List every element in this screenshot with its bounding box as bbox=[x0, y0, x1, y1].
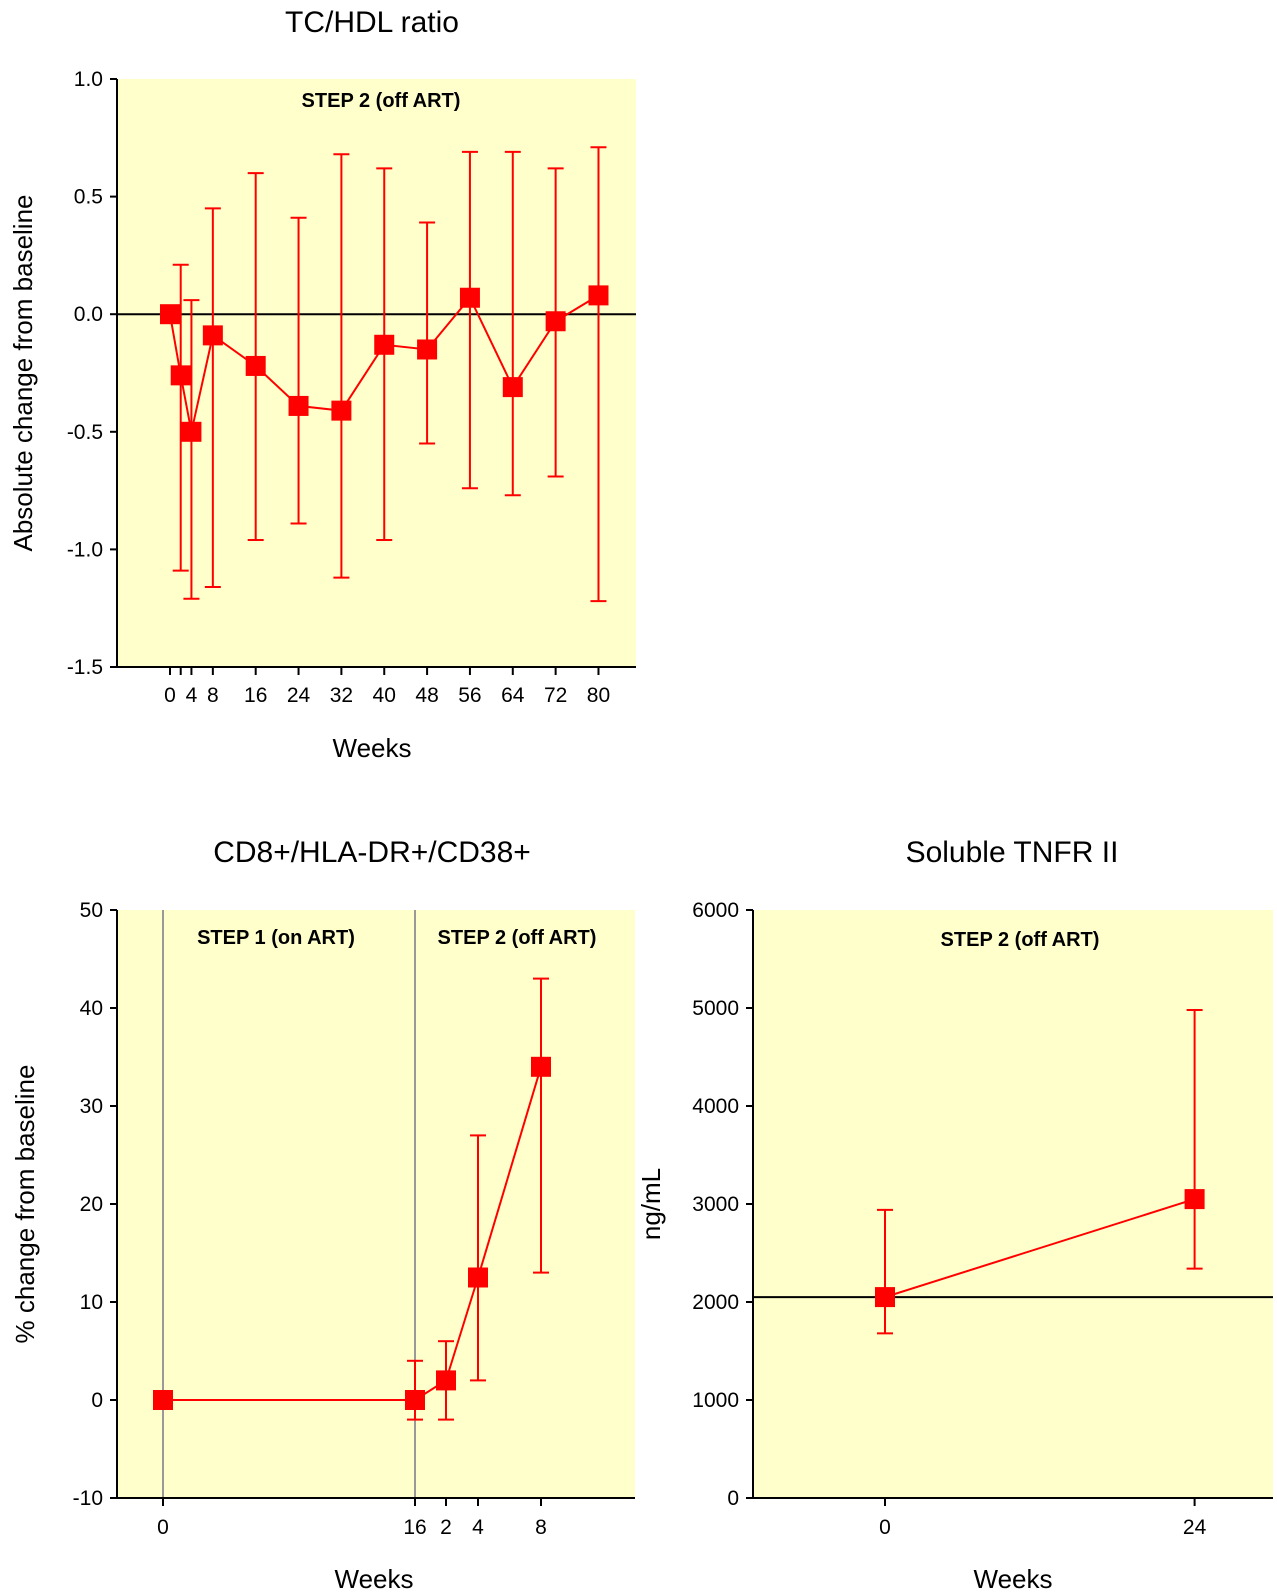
y-axis-label: % change from baseline bbox=[10, 1065, 40, 1344]
y-tick-label: 20 bbox=[80, 1193, 103, 1216]
data-point bbox=[468, 1267, 488, 1288]
x-axis-label: Weeks bbox=[974, 1564, 1053, 1592]
y-tick-label: 0.5 bbox=[74, 186, 103, 209]
x-tick-label: 2 bbox=[440, 1516, 452, 1539]
data-point bbox=[436, 1370, 456, 1391]
step-annotation: STEP 2 (off ART) bbox=[941, 929, 1100, 951]
x-tick-label: 8 bbox=[535, 1516, 547, 1539]
data-point bbox=[875, 1287, 895, 1308]
chart-tnfr: Soluble TNFR II STEP 2 (off ART) 6000 500… bbox=[636, 836, 1273, 1592]
data-point bbox=[502, 377, 523, 398]
x-axis-label: Weeks bbox=[333, 733, 412, 763]
x-tick-label: 56 bbox=[458, 684, 481, 707]
data-point bbox=[331, 400, 352, 421]
x-tick-label: 16 bbox=[244, 684, 267, 707]
y-tick-label: 2000 bbox=[692, 1291, 739, 1314]
data-point bbox=[531, 1056, 551, 1077]
plot-layer: 50 40 30 20 10 0 -10 0 16 2 4 8 bbox=[73, 899, 551, 1539]
y-tick-label: 30 bbox=[80, 1095, 103, 1118]
x-tick-label: 8 bbox=[207, 684, 219, 707]
x-tick-label: 40 bbox=[373, 684, 396, 707]
data-point bbox=[153, 1390, 173, 1410]
x-tick-label: 64 bbox=[501, 684, 525, 707]
series-line bbox=[884, 1198, 1195, 1299]
data-point bbox=[288, 395, 309, 416]
data-point bbox=[202, 325, 223, 346]
chart-title: TC/HDL ratio bbox=[285, 6, 459, 39]
chart-title: CD8+/HLA-DR+/CD38+ bbox=[213, 836, 531, 869]
x-axis-label: Weeks bbox=[335, 1564, 414, 1592]
x-tick-label: 4 bbox=[472, 1516, 484, 1539]
plot-layer: 6000 5000 4000 3000 2000 1000 0 0 24 bbox=[692, 899, 1273, 1539]
step2-annotation: STEP 2 (off ART) bbox=[438, 927, 597, 949]
data-point bbox=[245, 355, 266, 376]
y-tick-label: 50 bbox=[80, 899, 103, 922]
y-tick-label: 3000 bbox=[692, 1193, 739, 1216]
plot-area bbox=[117, 79, 636, 667]
y-tick-label: -1.0 bbox=[67, 538, 103, 561]
x-tick-label: 16 bbox=[403, 1516, 426, 1539]
x-tick-label: 24 bbox=[1183, 1516, 1207, 1539]
y-tick-label: 40 bbox=[80, 997, 103, 1020]
data-point bbox=[374, 334, 395, 355]
data-point bbox=[459, 287, 480, 308]
chart-title: Soluble TNFR II bbox=[906, 836, 1119, 869]
plot-layer: 1.00.50.0-0.5-1.0-1.50 4 8 16 24 32 40 48 56 64 72… bbox=[67, 68, 636, 707]
data-point bbox=[545, 311, 566, 332]
y-tick-label: -1.5 bbox=[67, 656, 103, 679]
y-axis-label: Absolute change from baseline bbox=[8, 194, 38, 551]
x-tick-label: 48 bbox=[415, 684, 438, 707]
step-annotation: STEP 2 (off ART) bbox=[302, 90, 461, 112]
x-tick-label: 72 bbox=[544, 684, 567, 707]
data-point bbox=[1184, 1189, 1205, 1210]
data-point bbox=[170, 365, 191, 386]
y-tick-label: 10 bbox=[80, 1291, 103, 1314]
data-point bbox=[405, 1390, 425, 1410]
x-tick-label: 4 bbox=[186, 684, 198, 707]
data-point bbox=[160, 304, 180, 325]
data-point bbox=[417, 339, 438, 360]
x-tick-label: 32 bbox=[330, 684, 353, 707]
data-point bbox=[181, 421, 202, 442]
plot-area bbox=[117, 910, 635, 1498]
y-tick-label: -10 bbox=[73, 1487, 103, 1510]
x-tick-label: 0 bbox=[157, 1516, 169, 1539]
chart-cd8: CD8+/HLA-DR+/CD38+ STEP 1 (on ART) STEP … bbox=[10, 836, 635, 1592]
y-tick-label: 0 bbox=[91, 1389, 103, 1412]
step1-annotation: STEP 1 (on ART) bbox=[197, 927, 355, 949]
y-tick-label: 5000 bbox=[692, 997, 739, 1020]
x-tick-label: 0 bbox=[164, 684, 176, 707]
x-tick-label: 0 bbox=[879, 1516, 891, 1539]
y-tick-label: 4000 bbox=[692, 1095, 739, 1118]
x-tick-label: 80 bbox=[587, 684, 610, 707]
y-tick-label: 6000 bbox=[692, 899, 739, 922]
data-point bbox=[588, 285, 609, 306]
y-tick-label: -0.5 bbox=[67, 421, 103, 444]
y-axis-label: ng/mL bbox=[636, 1168, 666, 1240]
chart-tc-hdl: TC/HDL ratio STEP 2 (off ART) 1.0 0.5 0.0 -… bbox=[8, 6, 636, 763]
y-tick-label: 1.0 bbox=[74, 68, 103, 91]
x-tick-label: 24 bbox=[287, 684, 311, 707]
y-tick-label: 0 bbox=[727, 1487, 739, 1510]
y-tick-label: 0.0 bbox=[74, 303, 103, 326]
y-tick-label: 1000 bbox=[692, 1389, 739, 1412]
